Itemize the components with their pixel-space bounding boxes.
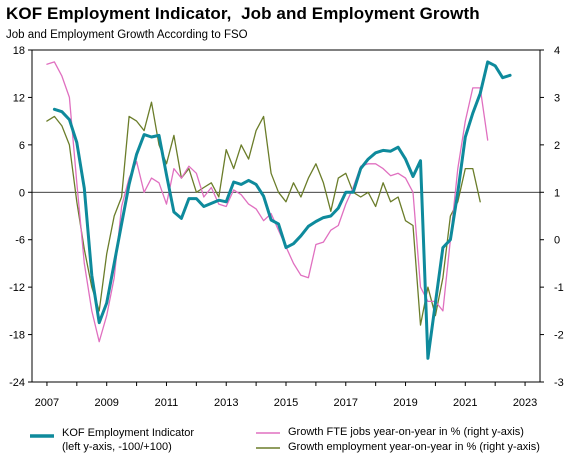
x-tick-label: 2019 bbox=[393, 397, 417, 409]
y-left-tick-label: -6 bbox=[15, 235, 25, 247]
y-left-tick-label: -18 bbox=[9, 330, 25, 342]
x-tick-label: 2021 bbox=[453, 397, 477, 409]
x-tick-label: 2013 bbox=[214, 397, 238, 409]
y-left-tick-label: -12 bbox=[9, 282, 25, 294]
y-left-tick-label: 0 bbox=[19, 187, 25, 199]
y-right-tick-label: -1 bbox=[554, 282, 564, 294]
chart-subtitle: Job and Employment Growth According to F… bbox=[6, 29, 248, 41]
legend-swatch-fte bbox=[256, 432, 280, 434]
series-lines bbox=[46, 60, 512, 360]
legend-item-kof: KOF Employment Indicator (left y-axis, -… bbox=[62, 426, 194, 454]
x-tick-label: 2017 bbox=[334, 397, 358, 409]
y-right-tick-label: 3 bbox=[554, 92, 560, 104]
x-tick-label: 2015 bbox=[274, 397, 298, 409]
plot-frame bbox=[31, 49, 541, 383]
y-left-tick-label: 18 bbox=[13, 45, 25, 57]
legend-label-employment: Growth employment year-on-year in % (rig… bbox=[288, 441, 540, 453]
y-left-tick-label: -24 bbox=[9, 377, 25, 389]
chart-title: KOF Employment Indicator, Job and Employ… bbox=[6, 4, 480, 23]
y-right-tick-label: 1 bbox=[554, 187, 560, 199]
y-right-tick-label: -3 bbox=[554, 377, 564, 389]
legend-label-kof-line2: (left y-axis, -100/+100) bbox=[62, 441, 172, 453]
legend-swatch-employment bbox=[256, 447, 280, 449]
y-right-tick-label: 0 bbox=[554, 235, 560, 247]
legend-label-fte: Growth FTE jobs year-on-year in % (right… bbox=[288, 426, 524, 438]
series-line-kof bbox=[52, 60, 512, 360]
x-tick-label: 2007 bbox=[35, 397, 59, 409]
legend-swatch-kof bbox=[30, 434, 54, 438]
x-tick-label: 2023 bbox=[513, 397, 537, 409]
x-tick-label: 2011 bbox=[155, 397, 179, 409]
x-tick-label: 2009 bbox=[94, 397, 118, 409]
y-left-tick-label: 6 bbox=[19, 140, 25, 152]
y-right-tick-label: 2 bbox=[554, 140, 560, 152]
y-left-tick-label: 12 bbox=[13, 92, 25, 104]
axes: 18 12 6 0 -6 -12 -18 -24 4 3 2 1 0 -1 -2 -3 2007 2009 2011… bbox=[9, 45, 564, 409]
legend-label-kof-line1: KOF Employment Indicator bbox=[62, 427, 195, 439]
series-line-employment bbox=[46, 101, 481, 326]
y-right-tick-label: 4 bbox=[554, 45, 560, 57]
series-line-fte bbox=[46, 61, 489, 343]
y-right-tick-label: -2 bbox=[554, 330, 564, 342]
